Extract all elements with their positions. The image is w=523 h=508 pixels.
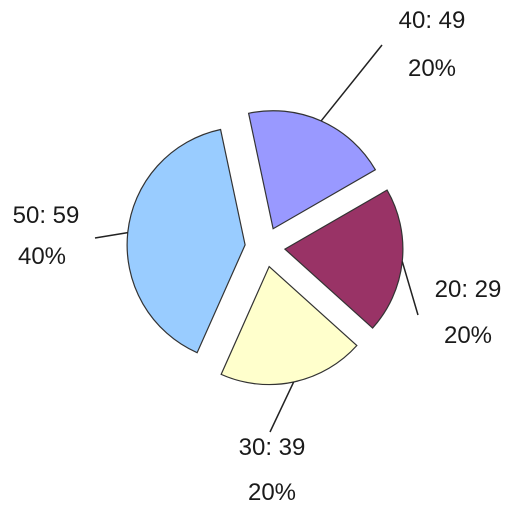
pie-slice bbox=[220, 265, 358, 386]
leader-line bbox=[320, 44, 383, 122]
leader-line bbox=[401, 261, 419, 316]
slice-percent-label: 40% bbox=[18, 243, 66, 270]
slice-category-label: 20: 29 bbox=[435, 276, 502, 303]
slice-category-label: 50: 59 bbox=[13, 202, 80, 229]
slice-label-30-39: 30: 39 20% bbox=[239, 434, 306, 506]
slice-percent-label: 20% bbox=[444, 322, 492, 349]
slice-category-label: 30: 39 bbox=[239, 434, 306, 461]
slice-percent-label: 20% bbox=[408, 55, 456, 82]
slice-label-40-49: 40: 49 20% bbox=[399, 7, 466, 82]
pie-slices bbox=[126, 110, 404, 386]
slice-category-label: 40: 49 bbox=[399, 7, 466, 34]
pie-slice bbox=[247, 110, 377, 230]
slice-label-20-29: 20: 29 20% bbox=[435, 276, 502, 349]
leader-line bbox=[94, 231, 128, 239]
slice-label-50-59: 50: 59 40% bbox=[13, 202, 80, 270]
leader-lines bbox=[94, 44, 419, 433]
leader-line bbox=[269, 381, 295, 433]
slice-percent-label: 20% bbox=[248, 479, 296, 506]
pie-slice bbox=[126, 128, 246, 354]
pie-slice bbox=[283, 189, 404, 329]
